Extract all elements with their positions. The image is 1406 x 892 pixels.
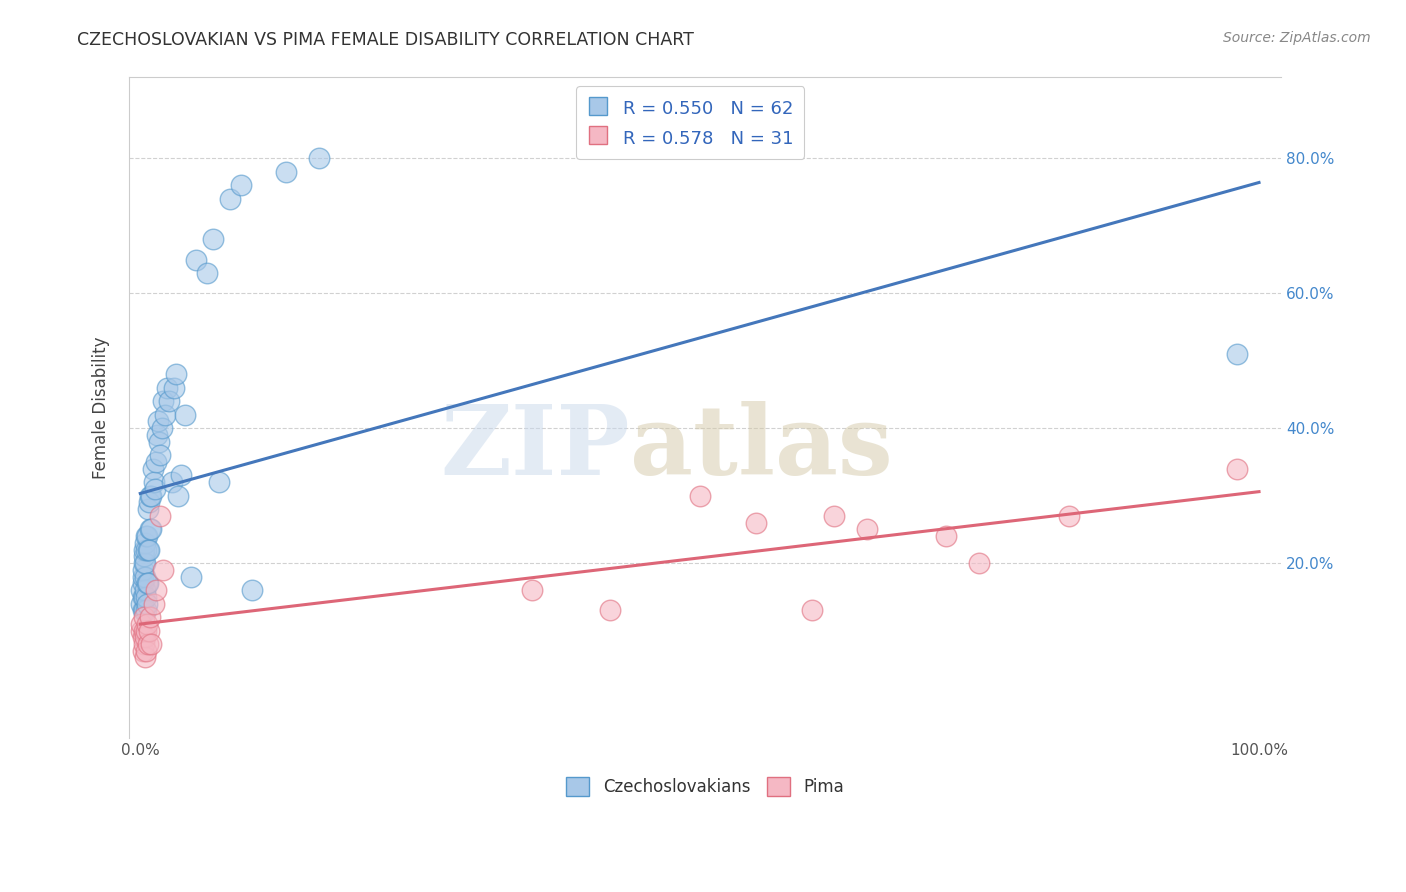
Point [142,475,165,489]
Point [135,590,157,604]
Point [141,637,163,651]
Point [135,644,157,658]
Point [131,616,153,631]
Point [152,563,174,577]
Point [800,603,823,617]
Point [201,232,224,246]
Point [165,368,187,382]
Text: ZIP: ZIP [441,401,630,494]
Point [131,597,153,611]
Point [134,582,156,597]
Point [163,381,186,395]
Point [1226,347,1249,361]
Point [139,610,162,624]
Point [132,603,155,617]
Point [138,495,160,509]
Point [1057,508,1080,523]
Point [143,482,166,496]
Point [136,529,159,543]
Point [132,549,155,564]
Point [131,590,153,604]
Point [135,603,157,617]
Point [274,165,297,179]
Point [134,630,156,644]
Point [744,516,766,530]
Point [150,421,173,435]
Point [229,178,252,193]
Point [135,542,157,557]
Point [131,603,153,617]
Point [132,590,155,604]
Point [134,556,156,570]
Point [969,556,991,570]
Point [167,489,190,503]
Point [141,522,163,536]
Point [134,650,156,665]
Point [153,408,176,422]
Point [218,192,240,206]
Point [131,576,153,591]
Point [142,597,165,611]
Point [139,522,162,536]
Point [148,434,170,449]
Point [138,542,160,557]
Point [146,428,169,442]
Point [689,489,711,503]
Point [136,616,159,631]
Point [136,637,159,651]
Point [139,489,162,503]
Point [131,582,153,597]
Point [132,556,155,570]
Point [308,152,330,166]
Point [856,522,879,536]
Point [132,624,155,638]
Point [131,630,153,644]
Point [149,448,172,462]
Point [180,569,202,583]
Point [134,569,156,583]
Point [599,603,621,617]
Point [207,475,229,489]
Point [157,394,180,409]
Point [1226,461,1249,475]
Point [145,582,167,597]
Legend: Czechoslovakians, Pima: Czechoslovakians, Pima [560,771,851,803]
Point [136,542,159,557]
Point [823,508,845,523]
Point [135,624,157,638]
Point [197,266,219,280]
Point [174,408,197,422]
Point [169,468,191,483]
Point [136,597,159,611]
Text: CZECHOSLOVAKIAN VS PIMA FEMALE DISABILITY CORRELATION CHART: CZECHOSLOVAKIAN VS PIMA FEMALE DISABILIT… [77,31,695,49]
Point [146,414,169,428]
Point [142,461,165,475]
Point [132,610,155,624]
Y-axis label: Female Disability: Female Disability [93,336,110,479]
Point [145,455,167,469]
Point [149,508,172,523]
Point [131,644,153,658]
Point [135,529,157,543]
Point [136,502,159,516]
Point [136,576,159,591]
Point [131,624,153,638]
Point [240,582,263,597]
Point [132,542,155,557]
Point [134,536,156,550]
Text: Source: ZipAtlas.com: Source: ZipAtlas.com [1223,31,1371,45]
Point [131,569,153,583]
Point [152,394,174,409]
Point [132,637,155,651]
Point [136,576,159,591]
Point [131,563,153,577]
Point [141,489,163,503]
Point [138,624,160,638]
Point [156,381,179,395]
Point [935,529,957,543]
Point [160,475,183,489]
Point [520,582,543,597]
Point [186,252,208,267]
Text: atlas: atlas [630,401,893,494]
